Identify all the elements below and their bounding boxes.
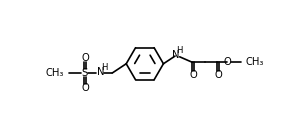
Text: O: O (81, 83, 89, 93)
Text: O: O (189, 70, 197, 80)
Text: N: N (97, 67, 105, 77)
Text: CH₃: CH₃ (245, 57, 264, 67)
Text: N: N (172, 50, 180, 60)
Text: O: O (224, 57, 231, 67)
Text: S: S (81, 68, 88, 78)
Text: O: O (81, 53, 89, 63)
Text: H: H (177, 46, 183, 55)
Text: CH₃: CH₃ (46, 68, 64, 78)
Text: H: H (101, 63, 108, 72)
Text: O: O (214, 70, 222, 80)
